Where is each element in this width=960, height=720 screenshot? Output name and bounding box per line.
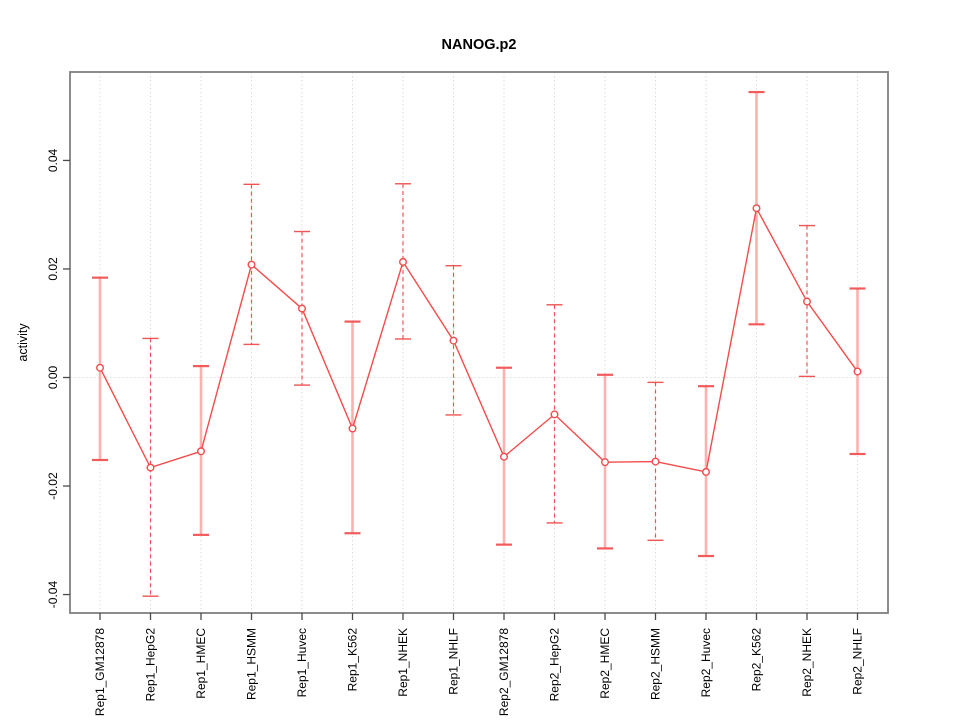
data-point [853,367,862,376]
x-tick-label: Rep1_NHLF [447,628,461,695]
x-tick-label: Rep2_HMEC [598,628,612,699]
data-point [500,452,509,461]
y-tick-label: 0.02 [46,257,60,281]
y-tick-label: -0.02 [46,472,60,500]
y-tick-label: -0.04 [46,581,60,609]
chart-title: NANOG.p2 [442,37,517,53]
y-tick-label: 0.00 [46,365,60,389]
axes-layer: -0.04 -0.02 0.00 0.02 0.04 Rep1_GM12878 Rep1_H… [46,148,865,716]
data-point [348,424,357,433]
grid-layer [70,72,888,613]
x-tick-label: Rep2_NHLF [851,628,865,695]
data-point [601,458,610,467]
data-point [196,447,205,456]
x-tick-label: Rep1_NHEK [396,628,410,697]
data-point [550,410,559,419]
data-point [247,260,256,269]
x-tick-label: Rep2_Huvec [699,628,713,697]
x-tick-label: Rep2_GM12878 [497,628,511,716]
x-tick-label: Rep1_Huvec [295,628,309,697]
data-point [651,457,660,466]
x-tick-label: Rep1_K562 [346,628,360,692]
data-point [298,304,307,313]
plot-frame-layer [69,71,889,614]
x-tick-label: Rep1_HSMM [245,628,259,700]
data-point [95,363,104,372]
y-axis-label: activity [16,323,30,362]
data-point [702,467,711,476]
x-tick-label: Rep2_HSMM [649,628,663,700]
series-layer [95,204,862,476]
x-tick-label: Rep2_K562 [750,628,764,692]
x-tick-label: Rep2_HepG2 [548,628,562,702]
data-point [146,463,155,472]
x-tick-label: Rep1_HMEC [194,628,208,699]
data-point [803,297,812,306]
x-tick-label: Rep1_GM12878 [93,628,107,716]
data-point [752,204,761,213]
error-bars-layer [92,90,866,597]
x-tick-label: Rep1_HepG2 [144,628,158,702]
x-tick-label: Rep2_NHEK [800,628,814,697]
activity-line [99,206,859,473]
plot-frame [69,71,889,614]
data-point [399,257,408,266]
y-tick-label: 0.04 [46,148,60,172]
data-point [449,336,458,345]
